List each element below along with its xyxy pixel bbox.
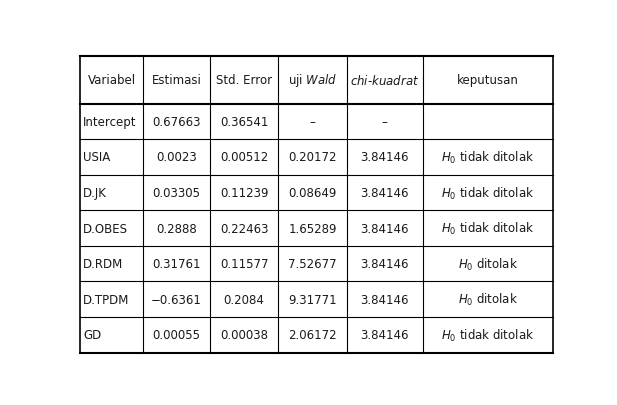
- Text: USIA: USIA: [83, 151, 110, 164]
- Text: 0.36541: 0.36541: [220, 115, 268, 128]
- Text: 3.84146: 3.84146: [360, 258, 409, 271]
- Text: $\mathit{H}_0$ tidak ditolak: $\mathit{H}_0$ tidak ditolak: [441, 327, 534, 343]
- Text: 1.65289: 1.65289: [288, 222, 337, 235]
- Text: Std. Error: Std. Error: [216, 74, 272, 87]
- Text: 0.08649: 0.08649: [289, 187, 337, 200]
- Text: D.JK: D.JK: [83, 187, 107, 200]
- Text: $\mathit{H}_0$ ditolak: $\mathit{H}_0$ ditolak: [458, 256, 518, 272]
- Text: 3.84146: 3.84146: [360, 151, 409, 164]
- Text: –: –: [382, 115, 388, 128]
- Text: 7.52677: 7.52677: [288, 258, 337, 271]
- Text: Intercept: Intercept: [83, 115, 137, 128]
- Text: 9.31771: 9.31771: [288, 293, 337, 306]
- Text: $\mathit{H}_0$ tidak ditolak: $\mathit{H}_0$ tidak ditolak: [441, 220, 534, 237]
- Text: 0.11577: 0.11577: [220, 258, 268, 271]
- Text: 0.00512: 0.00512: [220, 151, 268, 164]
- Text: 3.84146: 3.84146: [360, 187, 409, 200]
- Text: keputusan: keputusan: [457, 74, 519, 87]
- Text: 0.31761: 0.31761: [152, 258, 201, 271]
- Text: D.TPDM: D.TPDM: [83, 293, 130, 306]
- Text: 0.20172: 0.20172: [288, 151, 337, 164]
- Text: 0.22463: 0.22463: [220, 222, 268, 235]
- Text: 0.2084: 0.2084: [223, 293, 265, 306]
- Text: 0.11239: 0.11239: [220, 187, 268, 200]
- Text: GD: GD: [83, 328, 102, 341]
- Text: 0.03305: 0.03305: [152, 187, 201, 200]
- Text: Estimasi: Estimasi: [152, 74, 202, 87]
- Text: $\mathit{H}_0$ tidak ditolak: $\mathit{H}_0$ tidak ditolak: [441, 185, 534, 201]
- Text: $\mathit{H}_0$ tidak ditolak: $\mathit{H}_0$ tidak ditolak: [441, 149, 534, 166]
- Text: 0.00038: 0.00038: [220, 328, 268, 341]
- Text: −0.6361: −0.6361: [151, 293, 202, 306]
- Text: 3.84146: 3.84146: [360, 328, 409, 341]
- Text: D.RDM: D.RDM: [83, 258, 123, 271]
- Text: D.OBES: D.OBES: [83, 222, 128, 235]
- Text: 0.0023: 0.0023: [156, 151, 197, 164]
- Text: uji $\mathit{Wald}$: uji $\mathit{Wald}$: [288, 72, 337, 89]
- Text: 2.06172: 2.06172: [288, 328, 337, 341]
- Text: 0.67663: 0.67663: [152, 115, 201, 128]
- Text: 3.84146: 3.84146: [360, 293, 409, 306]
- Text: $\mathit{H}_0$ ditolak: $\mathit{H}_0$ ditolak: [458, 292, 518, 307]
- Text: 0.2888: 0.2888: [156, 222, 197, 235]
- Text: 0.00055: 0.00055: [152, 328, 201, 341]
- Text: –: –: [310, 115, 316, 128]
- Text: 3.84146: 3.84146: [360, 222, 409, 235]
- Text: $\mathit{chi}$-$\mathit{kuadrat}$: $\mathit{chi}$-$\mathit{kuadrat}$: [350, 73, 420, 87]
- Text: Variabel: Variabel: [88, 74, 136, 87]
